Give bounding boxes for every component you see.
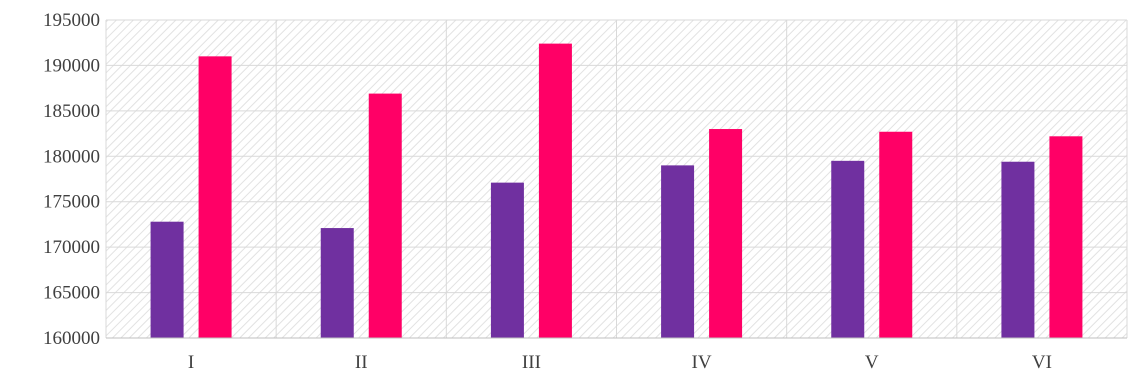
y-tick-label: 195000	[43, 10, 100, 31]
y-tick-label: 175000	[43, 192, 100, 213]
x-tick-label: V	[865, 352, 879, 373]
bar-series-2-III	[538, 43, 572, 338]
gridlines	[105, 19, 1128, 339]
x-tick-label: I	[188, 352, 194, 373]
bar-series-1-I	[150, 221, 184, 338]
bar-series-1-IV	[661, 165, 695, 338]
bar-series-1-V	[831, 160, 865, 338]
bar-series-2-VI	[1049, 136, 1083, 338]
y-tick-label: 170000	[43, 237, 100, 258]
bar-series-1-II	[320, 228, 354, 338]
x-tick-label: II	[355, 352, 368, 373]
y-tick-label: 165000	[43, 283, 100, 304]
x-tick-label: VI	[1032, 352, 1052, 373]
y-tick-label: 190000	[43, 55, 100, 76]
bar-series-2-II	[368, 93, 402, 338]
bar-series-2-I	[198, 56, 232, 338]
x-axis: I II III IV V VI	[188, 352, 1052, 373]
bar-series-2-V	[879, 131, 913, 338]
x-tick-label: IV	[692, 352, 712, 373]
y-tick-label: 160000	[43, 328, 100, 349]
bar-series-2-IV	[709, 129, 743, 338]
y-tick-label: 180000	[43, 146, 100, 167]
bars	[150, 43, 1083, 338]
y-axis: 160000 165000 170000 175000 180000 185000 1900…	[43, 10, 100, 349]
y-tick-label: 185000	[43, 101, 100, 122]
bar-series-1-VI	[1001, 161, 1035, 338]
x-tick-label: III	[522, 352, 541, 373]
bar-series-1-III	[490, 182, 524, 338]
